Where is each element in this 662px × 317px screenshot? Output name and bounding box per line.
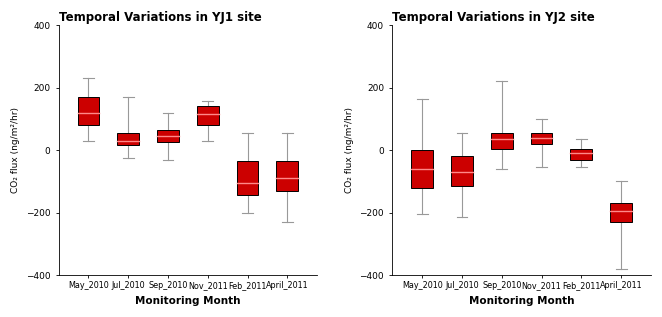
- Bar: [77, 97, 99, 125]
- Bar: [571, 149, 592, 159]
- X-axis label: Monitoring Month: Monitoring Month: [469, 296, 575, 306]
- Bar: [197, 107, 218, 125]
- Bar: [411, 150, 433, 188]
- Y-axis label: CO₂ flux (ng/m²/hr): CO₂ flux (ng/m²/hr): [11, 107, 20, 193]
- Bar: [610, 203, 632, 222]
- Bar: [276, 161, 298, 191]
- Bar: [491, 133, 512, 149]
- Bar: [157, 130, 179, 142]
- Y-axis label: CO₂ flux (ng/m²/hr): CO₂ flux (ng/m²/hr): [345, 107, 354, 193]
- Bar: [236, 161, 258, 196]
- Bar: [451, 156, 473, 186]
- Bar: [117, 133, 139, 146]
- Text: Temporal Variations in YJ1 site: Temporal Variations in YJ1 site: [59, 11, 261, 24]
- Text: Temporal Variations in YJ2 site: Temporal Variations in YJ2 site: [393, 11, 595, 24]
- Bar: [531, 133, 553, 144]
- X-axis label: Monitoring Month: Monitoring Month: [135, 296, 240, 306]
